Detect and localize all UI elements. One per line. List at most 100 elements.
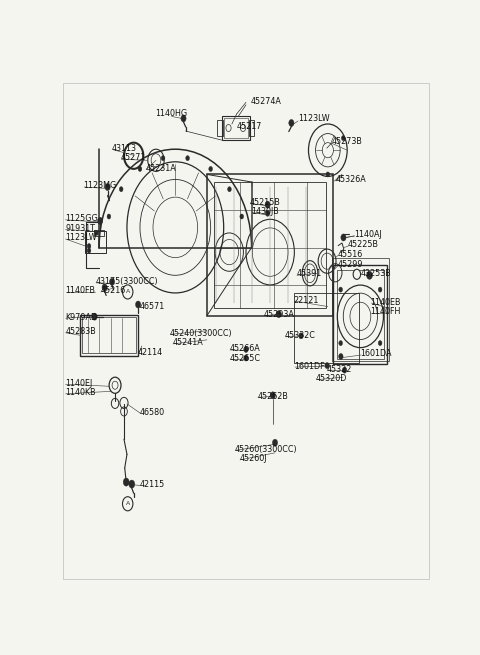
Text: 45283B: 45283B [66,328,96,336]
Text: 45320D: 45320D [316,374,348,383]
Text: 45240(3300CC): 45240(3300CC) [170,329,232,338]
Circle shape [299,333,303,339]
Text: K979AD: K979AD [66,312,98,322]
Text: 45271: 45271 [120,153,146,162]
Circle shape [161,156,165,160]
Text: 1140KB: 1140KB [66,388,96,398]
Circle shape [353,269,360,279]
Text: 45260J: 45260J [240,455,267,463]
Circle shape [209,166,213,172]
Bar [81,314,138,356]
Circle shape [378,287,382,292]
Circle shape [129,480,135,488]
Circle shape [120,187,123,192]
Circle shape [138,166,142,172]
Text: 1140FB: 1140FB [66,286,96,295]
Text: 45391: 45391 [296,269,322,278]
Bar [337,271,384,358]
Text: 91931T: 91931T [66,224,96,233]
Circle shape [265,201,270,208]
Circle shape [135,301,141,308]
Circle shape [123,478,129,486]
Circle shape [276,310,281,318]
Text: 1123LW: 1123LW [66,233,97,242]
Circle shape [289,119,294,126]
Circle shape [339,287,343,292]
Circle shape [367,271,372,279]
Text: 1140EJ: 1140EJ [66,379,93,388]
Text: 45274A: 45274A [251,97,282,106]
Circle shape [265,210,270,216]
Text: 45225B: 45225B [348,240,379,249]
Circle shape [378,341,382,346]
Bar [85,231,106,253]
Text: 22121: 22121 [294,295,319,305]
Text: 1601DA: 1601DA [360,350,392,358]
Bar [215,182,326,308]
Bar [334,265,387,364]
Circle shape [105,183,110,191]
Circle shape [228,187,231,192]
Text: 45266A: 45266A [229,345,260,354]
Circle shape [338,354,343,360]
Text: 1140FH: 1140FH [371,307,401,316]
Text: 1140EB: 1140EB [371,297,401,307]
Text: 1140HG: 1140HG [156,109,188,119]
Circle shape [97,217,103,225]
Bar [224,119,248,138]
Circle shape [186,156,190,160]
Text: 45231A: 45231A [145,164,176,173]
Text: 45516: 45516 [337,250,362,259]
Text: 1140AJ: 1140AJ [354,231,382,240]
Text: 46580: 46580 [140,408,165,417]
Text: 1430JB: 1430JB [252,207,279,215]
Circle shape [270,392,276,399]
Circle shape [181,115,186,122]
Bar [249,120,254,136]
Text: 45216: 45216 [100,286,125,295]
Text: 43175(3300CC): 43175(3300CC) [96,277,158,286]
Bar [217,120,223,136]
Bar [207,174,334,316]
Text: 45215B: 45215B [250,198,281,207]
Text: 1123MG: 1123MG [83,181,116,190]
Circle shape [244,346,248,352]
Circle shape [339,341,343,346]
Text: 45265C: 45265C [229,354,260,362]
Circle shape [109,278,115,286]
Circle shape [273,440,277,446]
Text: 43253B: 43253B [360,269,391,278]
Circle shape [102,284,107,291]
Text: 46571: 46571 [140,302,165,311]
Circle shape [341,136,345,141]
Bar [83,317,136,354]
Text: 42114: 42114 [138,348,163,357]
Circle shape [244,355,248,361]
Circle shape [92,313,97,320]
Text: 1125GG: 1125GG [66,214,98,223]
Circle shape [95,231,98,235]
Text: 1601DF: 1601DF [294,362,325,371]
Circle shape [326,172,330,177]
Text: 45241A: 45241A [172,339,203,347]
Text: 45293A: 45293A [264,310,295,319]
Text: 43113: 43113 [112,143,137,153]
Bar [97,248,253,354]
Bar [332,257,389,361]
Text: 1123LW: 1123LW [298,115,330,123]
Text: 45273B: 45273B [332,137,362,146]
Text: A: A [126,290,130,295]
Circle shape [325,363,329,369]
Text: 45322: 45322 [327,365,352,373]
Bar [294,293,359,363]
Text: 45260(3300CC): 45260(3300CC) [235,445,298,454]
Circle shape [107,214,111,219]
Text: A: A [126,501,130,506]
Circle shape [341,234,346,241]
Circle shape [87,248,91,253]
Circle shape [87,244,91,248]
Circle shape [240,214,243,219]
Text: 42115: 42115 [140,480,165,489]
Text: 45217: 45217 [237,122,263,131]
Text: 45326A: 45326A [335,175,366,184]
